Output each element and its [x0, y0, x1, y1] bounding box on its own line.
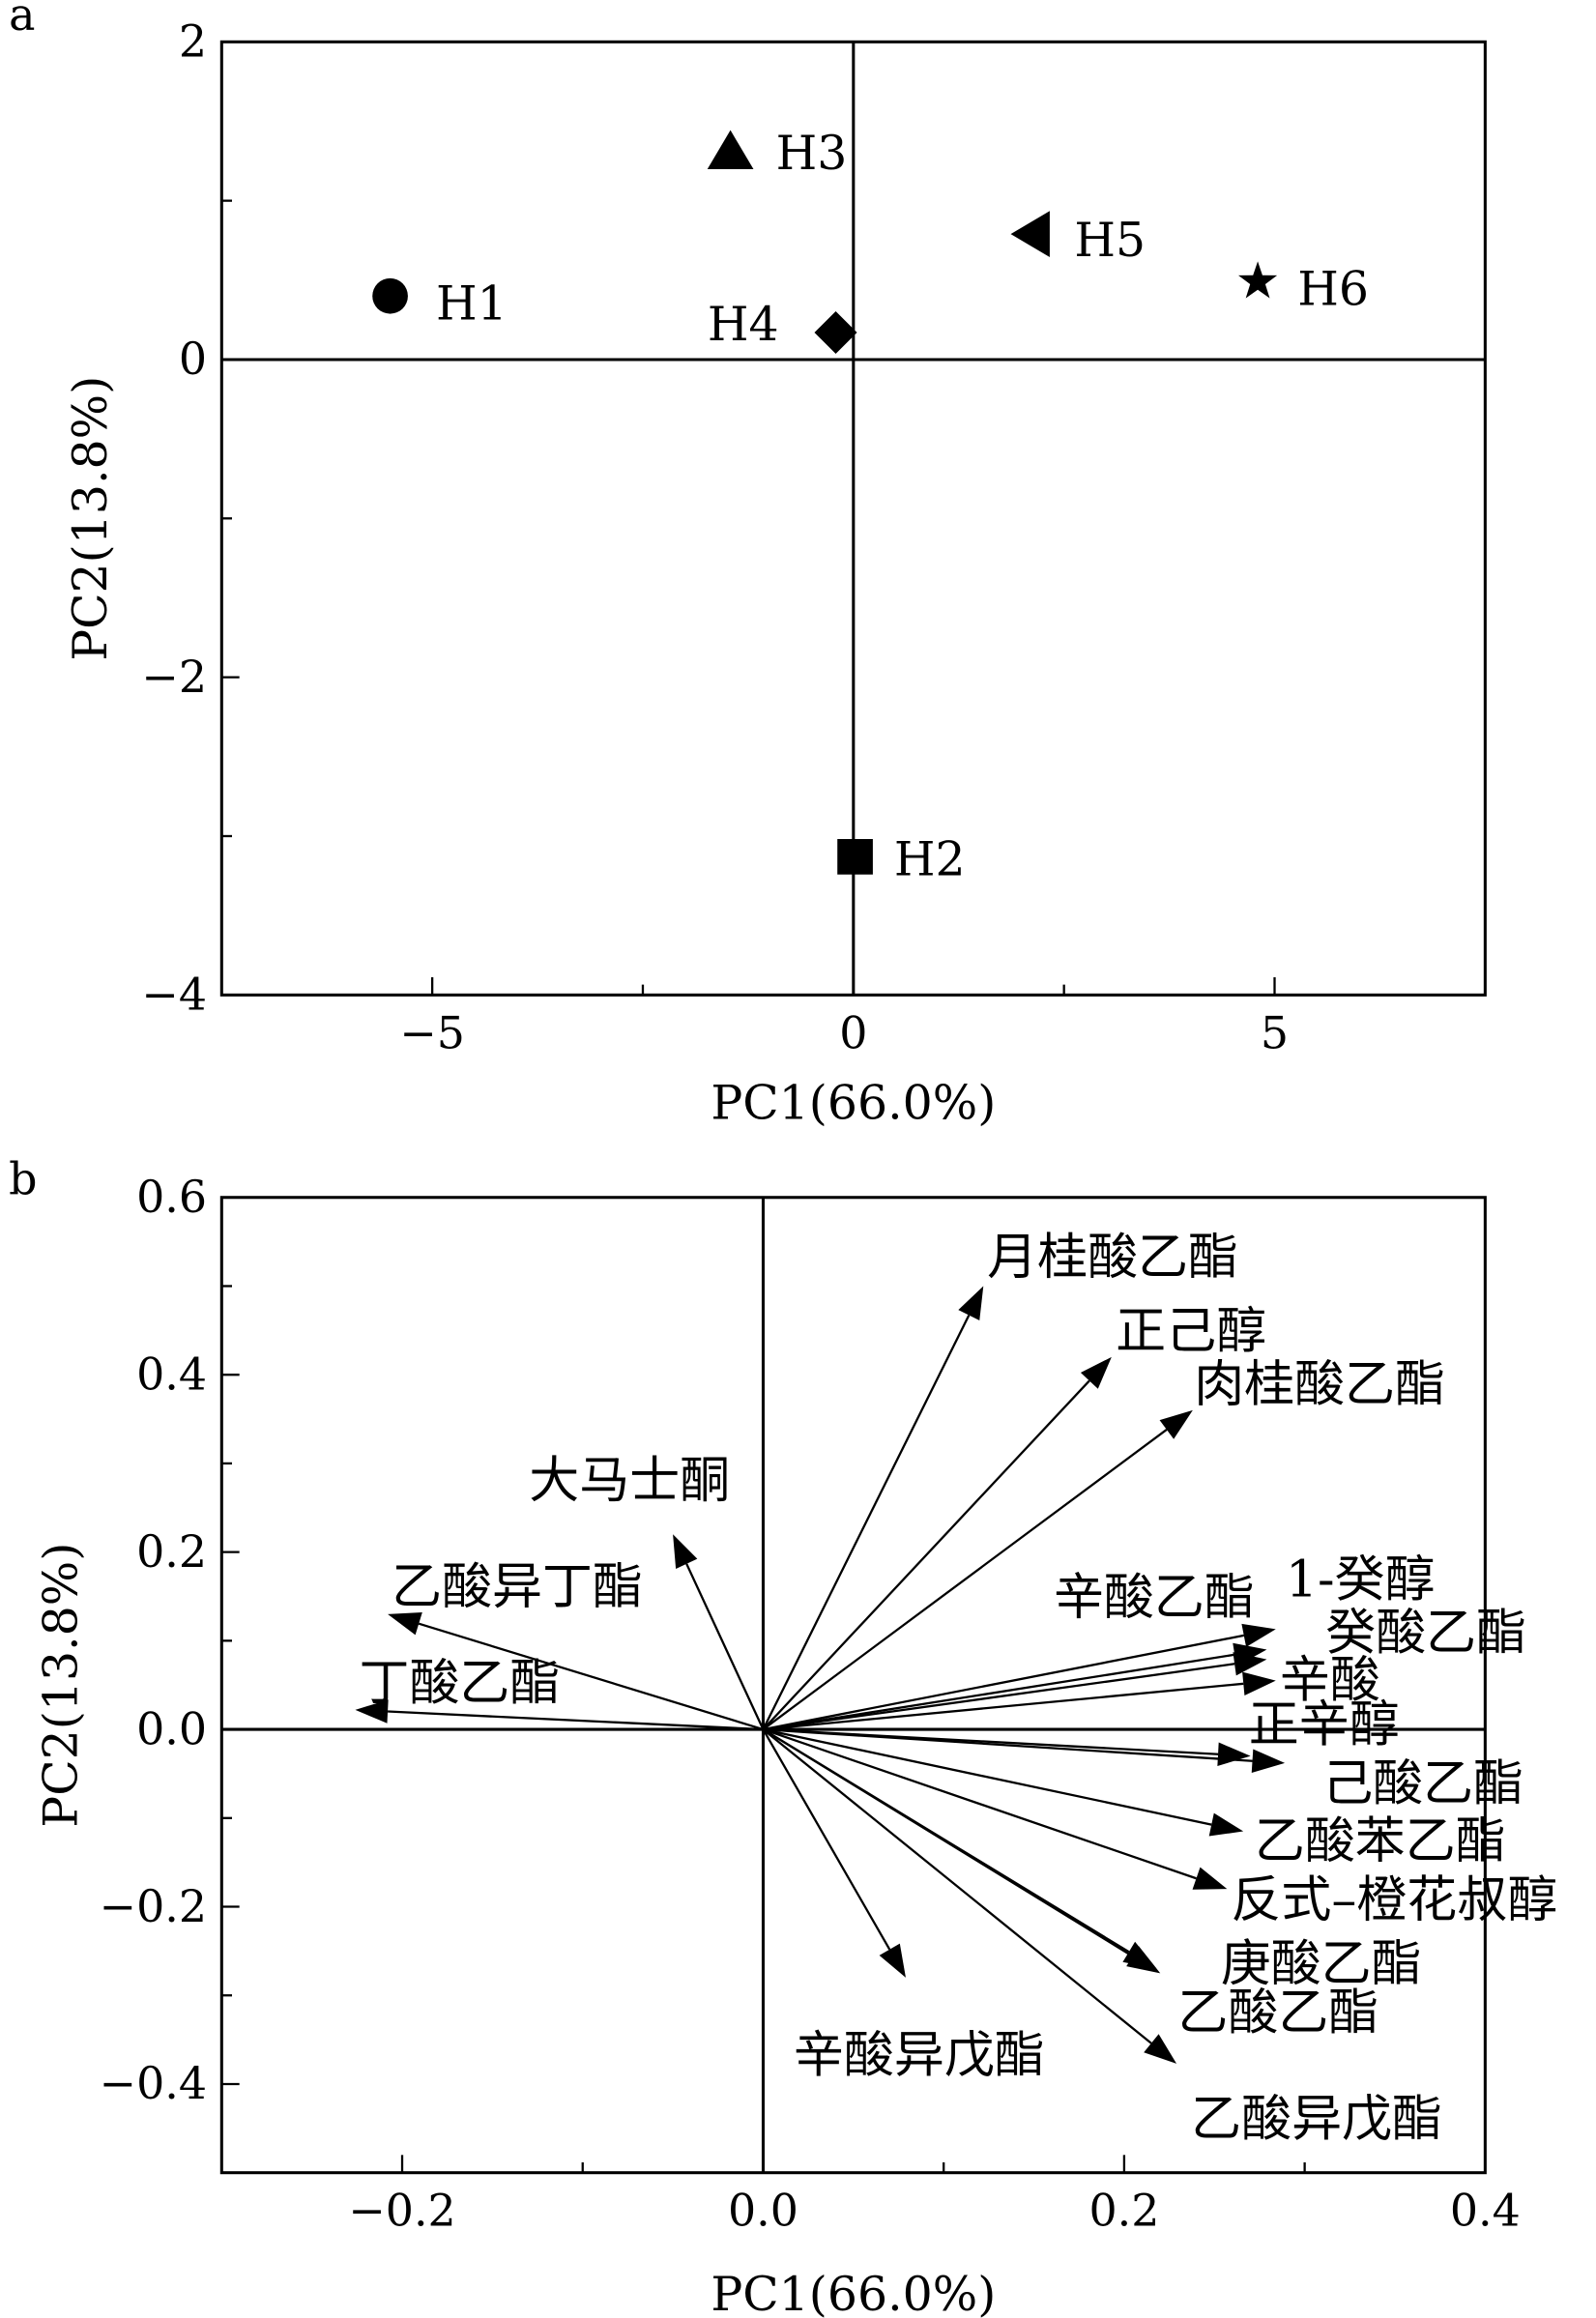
x-axis-title: PC1(66.0%)	[711, 1076, 996, 1131]
loading-vector-line	[763, 1653, 1235, 1731]
vector-label: 正己醇	[1116, 1303, 1266, 1361]
vector-label: 庚酸乙酯	[1221, 1935, 1422, 1993]
loading-vector-line	[763, 1663, 1235, 1731]
loading-vector-arrowhead	[1233, 1652, 1267, 1676]
point-marker-triangle	[707, 130, 754, 170]
vector-label: 1-癸醇	[1286, 1550, 1436, 1608]
loading-vector-arrowhead	[388, 1612, 422, 1636]
loading-vector-arrowhead	[1217, 1742, 1251, 1766]
loading-vector-arrowhead	[879, 1943, 906, 1978]
x-tick-label: 0.2	[1088, 2185, 1159, 2237]
loading-vector-line	[763, 1727, 1253, 1762]
x-tick-label: −0.2	[348, 2185, 455, 2237]
vector-label: 辛酸	[1280, 1651, 1380, 1709]
loading-vector-line	[762, 1315, 971, 1730]
loading-vector-arrowhead	[1192, 1867, 1228, 1890]
loading-vector-line	[763, 1682, 1244, 1731]
loading-vector-line	[763, 1727, 1212, 1826]
y-tick-label: −4	[141, 969, 207, 1021]
y-tick-label: −0.2	[100, 1880, 207, 1932]
plot-frame	[219, 1196, 1487, 2175]
panel-letter: a	[9, 0, 35, 41]
point-marker-star	[1238, 261, 1278, 299]
loading-vector-line	[762, 1728, 1152, 2044]
loading-vector-arrowhead	[1159, 1409, 1193, 1439]
loading-vector-arrowhead	[958, 1286, 984, 1321]
vector-label: 丁酸乙酯	[359, 1655, 560, 1713]
loading-vector-arrowhead	[1251, 1749, 1286, 1773]
y-tick-label: −0.4	[100, 2057, 207, 2109]
loading-vector-line	[388, 1710, 764, 1731]
vector-label: 辛酸乙酯	[1054, 1569, 1255, 1627]
vector-label: 正辛醇	[1249, 1695, 1400, 1753]
vector-label: 乙酸苯乙酯	[1255, 1812, 1506, 1870]
loading-vector-line	[762, 1728, 891, 1951]
loading-vector-arrowhead	[1208, 1812, 1244, 1837]
y-tick-label: 2	[179, 15, 207, 68]
vector-label: 大马士酮	[529, 1452, 730, 1510]
loading-vector-line	[763, 1634, 1244, 1731]
point-marker-triangle-left	[1010, 211, 1050, 257]
loading-vector-line	[762, 1429, 1168, 1730]
point-label: H1	[436, 276, 508, 332]
x-tick-label: 0.4	[1450, 2185, 1521, 2237]
vector-label: 辛酸异戊酯	[794, 2027, 1045, 2085]
y-tick-label: 0.6	[136, 1171, 207, 1223]
vector-label: 乙酸异丁酯	[392, 1558, 643, 1616]
vector-label: 月桂酸乙酯	[987, 1229, 1238, 1287]
point-label: H2	[894, 831, 966, 886]
y-tick-label: 0.4	[136, 1347, 207, 1400]
y-tick-label: 0.0	[136, 1702, 207, 1754]
vector-label: 癸酸乙酯	[1325, 1605, 1526, 1663]
y-axis-title: PC2(13.8%)	[63, 376, 118, 661]
loading-vector-line	[762, 1728, 1134, 1957]
point-label: H3	[776, 126, 848, 181]
loading-vector-line	[762, 1379, 1090, 1730]
x-tick-label: 0	[839, 1006, 867, 1058]
panel-letter: b	[9, 1153, 37, 1205]
y-axis-title: PC2(13.8%)	[33, 1543, 88, 1828]
loading-vector-arrowhead	[1144, 2034, 1177, 2064]
panel-b: b −0.2 0.0 0.2 0.4 0.6 0.4 0.2 0.0 −0.2 −0.4 PC1(66…	[9, 1153, 1557, 2318]
x-tick-label: 0.0	[728, 2185, 798, 2237]
loading-vector-arrowhead	[1242, 1671, 1276, 1695]
point-label: H6	[1297, 261, 1369, 316]
y-tick-label: 0.2	[136, 1525, 207, 1578]
point-label: H4	[708, 297, 779, 352]
point-marker-square	[837, 838, 873, 875]
point-marker-diamond	[814, 311, 857, 355]
vector-label: 己酸乙酯	[1322, 1754, 1523, 1812]
vector-label: 乙酸异戊酯	[1191, 2090, 1442, 2148]
vector-label: 反式–橙花叔醇	[1231, 1871, 1557, 1929]
loading-vector-arrowhead	[1241, 1623, 1276, 1647]
point-marker-circle	[372, 277, 408, 314]
vector-label: 肉桂酸乙酯	[1194, 1356, 1445, 1414]
loading-vector-line	[685, 1563, 765, 1730]
vector-label: 乙酸乙酯	[1177, 1984, 1378, 2042]
y-tick-label: 0	[179, 333, 207, 385]
x-tick-label: 5	[1261, 1006, 1289, 1058]
x-tick-label: −5	[399, 1006, 465, 1058]
x-axis-title: PC1(66.0%)	[711, 2267, 996, 2318]
loading-vector-arrowhead	[355, 1699, 389, 1724]
y-tick-label: −2	[141, 651, 207, 703]
loading-vector-arrowhead	[1080, 1356, 1112, 1389]
loading-vector-line	[763, 1727, 1197, 1880]
point-label: H5	[1074, 213, 1146, 268]
panel-a: a −5 0 5 2 0 −2 −4 PC1(66.0%) PC2(13.8%) H1 H2 H3 H4 H…	[9, 0, 1487, 1131]
loading-vector-line	[418, 1622, 764, 1731]
loading-vector-arrowhead	[673, 1534, 698, 1569]
loading-vector-arrowhead	[1126, 1946, 1161, 1974]
